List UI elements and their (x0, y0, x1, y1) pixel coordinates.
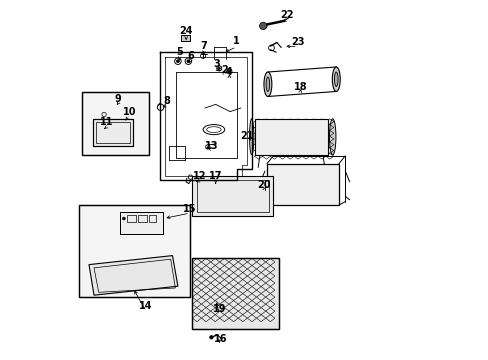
Bar (192, 258, 278, 329)
Text: 14: 14 (139, 301, 152, 311)
Bar (79, 205, 190, 297)
Bar (126, 215, 136, 222)
Text: 11: 11 (100, 117, 114, 127)
Bar (96, 122, 130, 143)
Ellipse shape (332, 67, 340, 91)
Bar (120, 212, 163, 234)
Ellipse shape (264, 72, 271, 96)
Text: 19: 19 (212, 304, 225, 314)
Text: 4: 4 (225, 67, 232, 77)
Ellipse shape (334, 72, 337, 86)
Bar (149, 215, 156, 222)
Text: 9: 9 (114, 94, 121, 104)
Text: 2: 2 (221, 65, 227, 75)
Text: 8: 8 (163, 96, 170, 106)
Text: 20: 20 (257, 180, 270, 190)
Bar (266, 164, 338, 205)
Text: 12: 12 (192, 171, 206, 181)
Text: 21: 21 (240, 131, 254, 141)
Ellipse shape (329, 119, 335, 155)
Text: 16: 16 (214, 334, 227, 344)
Circle shape (122, 217, 125, 220)
Text: 15: 15 (183, 204, 196, 214)
Text: 24: 24 (179, 26, 193, 36)
Bar (81, 92, 149, 155)
Ellipse shape (249, 119, 253, 155)
Bar (192, 258, 278, 329)
Text: 18: 18 (293, 82, 306, 92)
Text: 1: 1 (233, 36, 240, 46)
Bar (196, 180, 268, 212)
Polygon shape (89, 256, 178, 295)
Circle shape (186, 60, 189, 63)
Bar (93, 119, 133, 146)
Bar (81, 92, 149, 155)
Circle shape (209, 336, 213, 339)
Text: 17: 17 (208, 171, 222, 181)
Bar (138, 215, 147, 222)
Ellipse shape (265, 77, 269, 91)
Text: 10: 10 (123, 107, 137, 117)
Text: 23: 23 (290, 37, 304, 48)
Circle shape (176, 60, 179, 63)
Bar (192, 176, 273, 216)
Text: 5: 5 (176, 47, 183, 57)
Text: 6: 6 (187, 51, 193, 61)
Bar (93, 119, 133, 146)
Circle shape (228, 70, 230, 72)
Circle shape (259, 22, 266, 30)
Text: 22: 22 (280, 10, 293, 20)
Text: 13: 13 (204, 141, 218, 151)
Text: 7: 7 (201, 41, 207, 51)
Bar (254, 119, 328, 155)
Text: 3: 3 (213, 59, 219, 69)
Circle shape (218, 67, 220, 69)
Bar (79, 205, 190, 297)
Bar (120, 212, 163, 234)
